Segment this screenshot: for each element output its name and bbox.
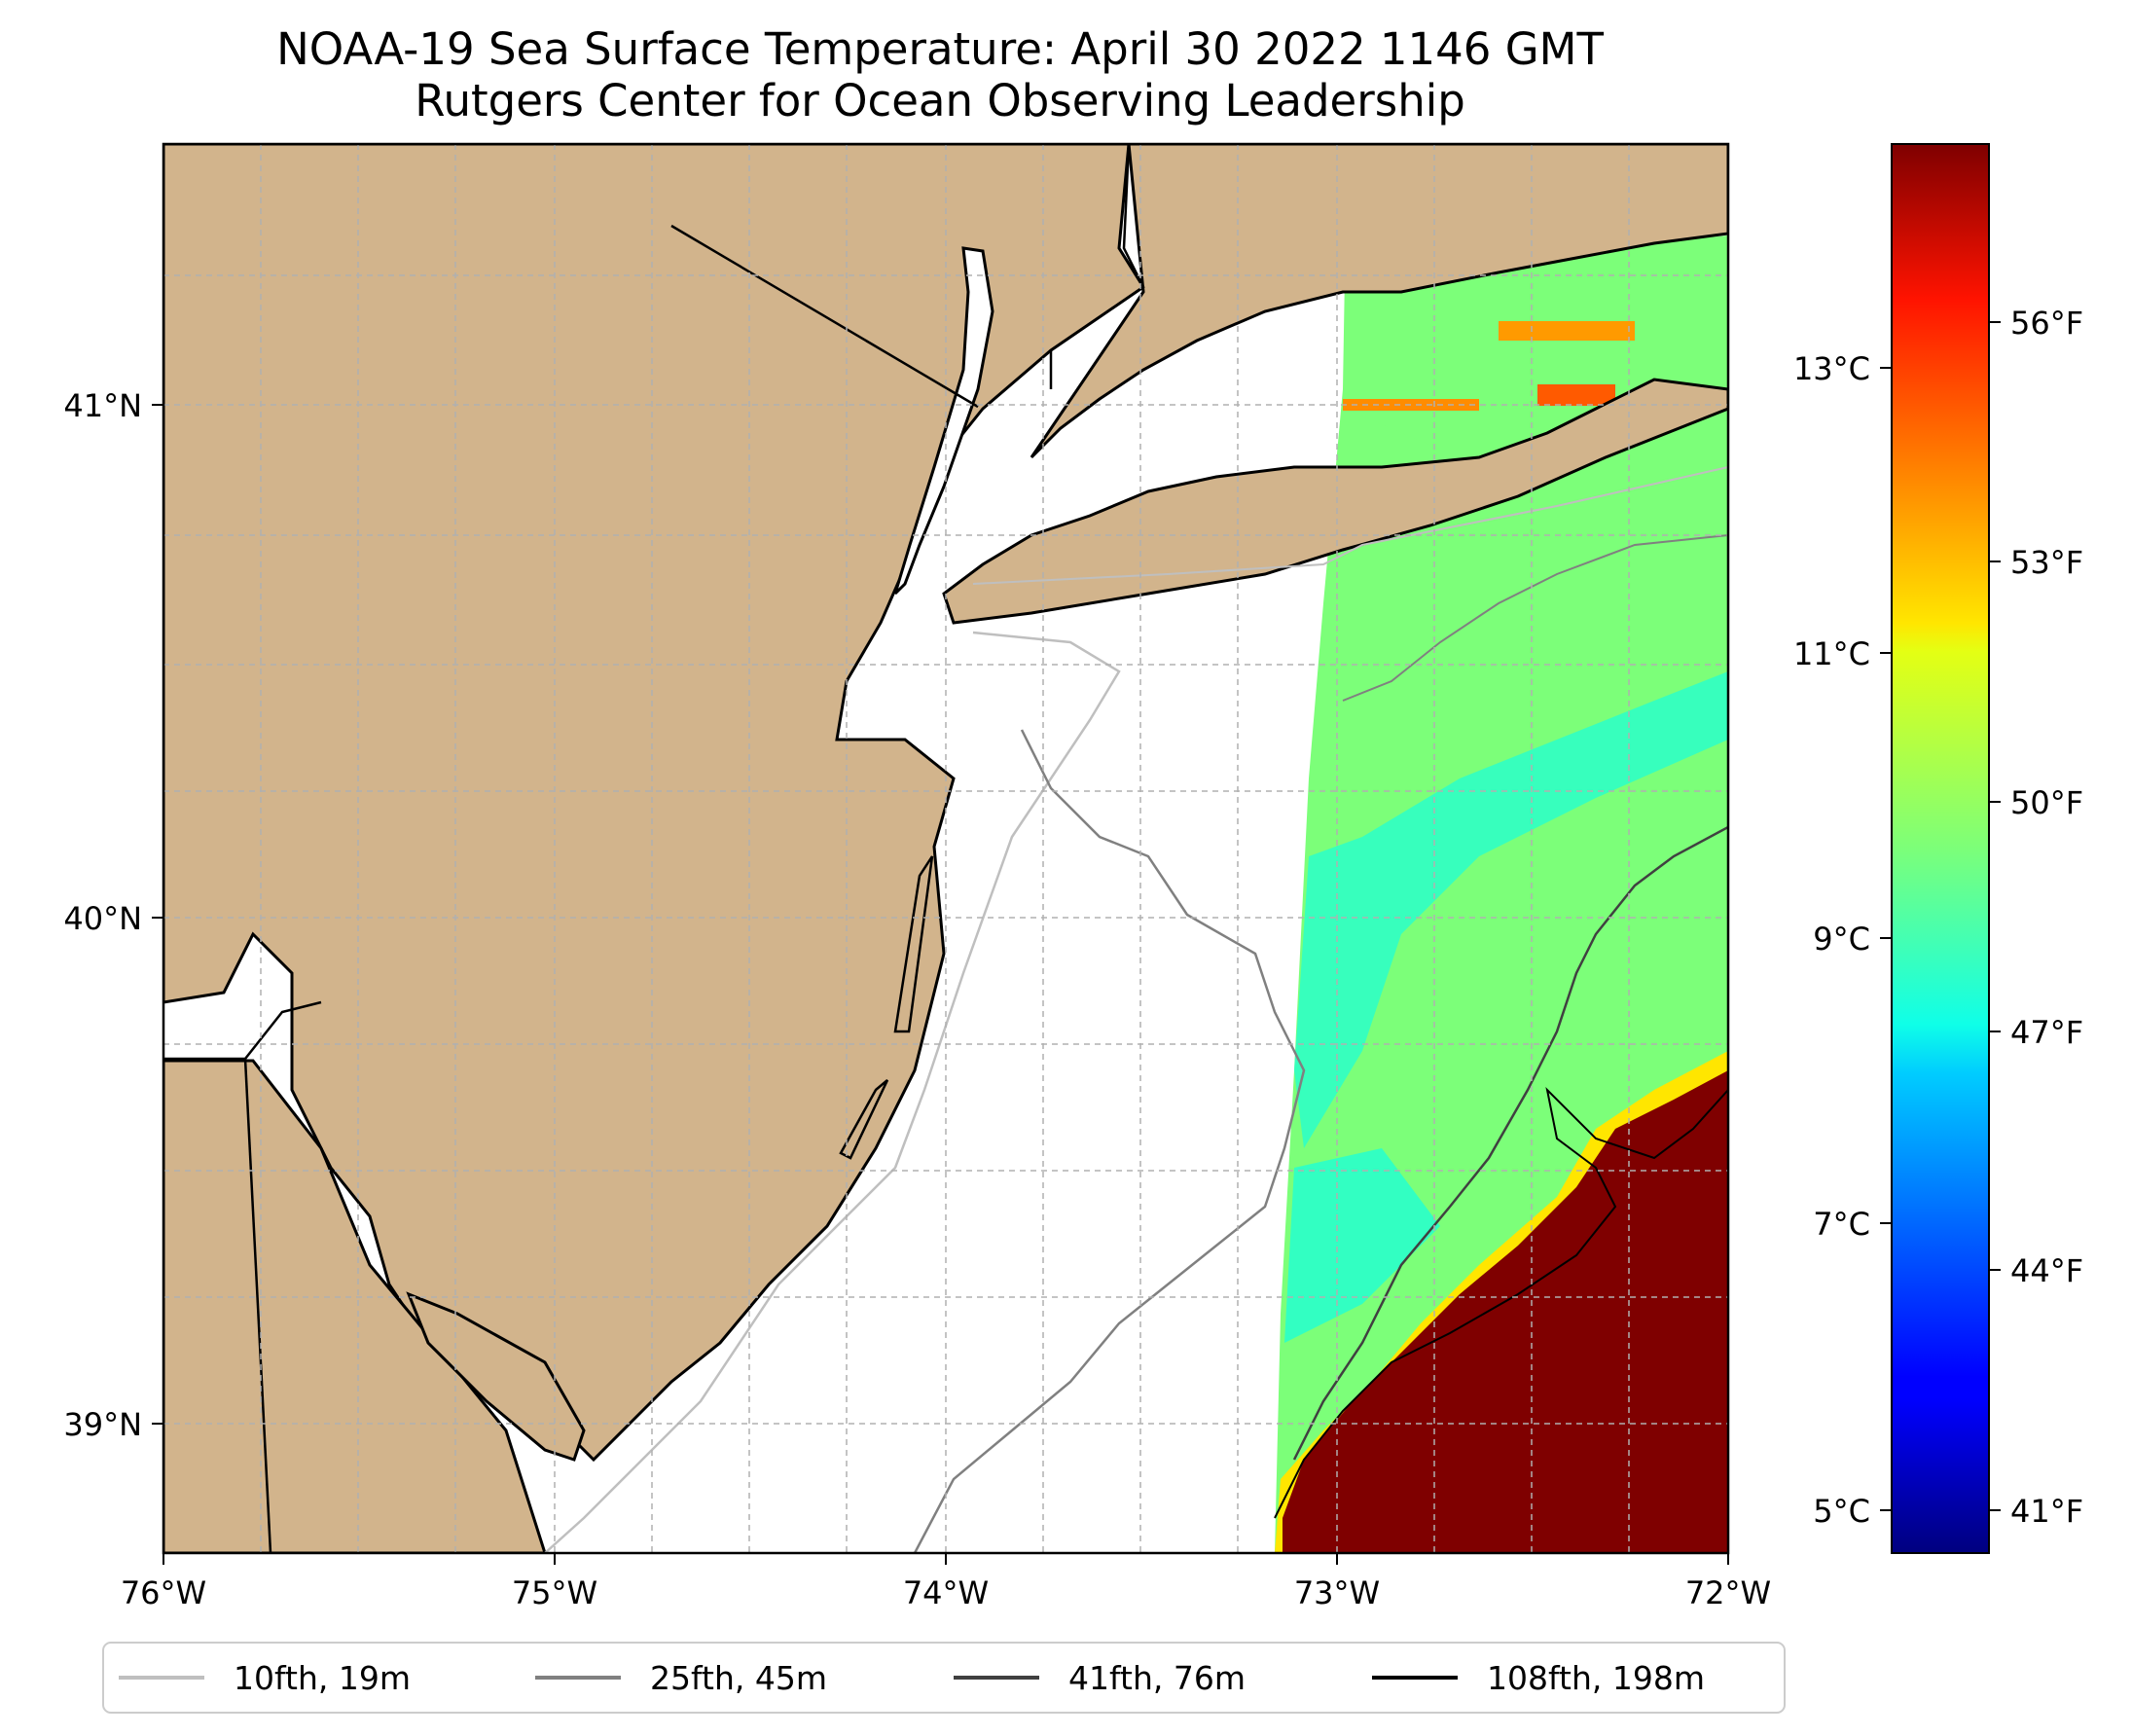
colorbar-celsius-label: 13°C bbox=[1793, 350, 1870, 387]
x-tick-label: 74°W bbox=[903, 1574, 989, 1611]
colorbar-celsius-label: 7°C bbox=[1813, 1206, 1870, 1243]
chart-subtitle: Rutgers Center for Ocean Observing Leade… bbox=[415, 75, 1465, 127]
state-border-ny-nj bbox=[670, 224, 979, 409]
colorbar bbox=[1891, 143, 1990, 1554]
legend-item: 108fth, 198m bbox=[1372, 1659, 1705, 1697]
sst-warm-patch-2 bbox=[1537, 384, 1615, 406]
colorbar-fahrenheit-label: 47°F bbox=[2010, 1014, 2083, 1051]
state-border-pa-de bbox=[163, 1000, 322, 1061]
gridlines bbox=[163, 144, 1728, 1553]
contour-10fth bbox=[972, 466, 1728, 585]
legend-item: 10fth, 19m bbox=[119, 1659, 411, 1697]
colorbar-fahrenheit-label: 41°F bbox=[2010, 1493, 2083, 1530]
x-tick-label: 73°W bbox=[1294, 1574, 1380, 1611]
legend: 10fth, 19m 25fth, 45m 41fth, 76m 108fth,… bbox=[102, 1642, 1786, 1714]
x-tick-label: 72°W bbox=[1685, 1574, 1771, 1611]
legend-label: 108fth, 198m bbox=[1487, 1659, 1705, 1697]
contour-108fth bbox=[1274, 1086, 1728, 1519]
barrier-island bbox=[893, 855, 934, 1033]
colorbar-fahrenheit-label: 50°F bbox=[2010, 784, 2083, 821]
colorbar-celsius-label: 5°C bbox=[1813, 1493, 1870, 1530]
state-border-de-md bbox=[243, 1058, 272, 1553]
barrier-island bbox=[839, 1079, 889, 1160]
x-tick-label: 76°W bbox=[121, 1574, 206, 1611]
legend-item: 41fth, 76m bbox=[954, 1659, 1246, 1697]
land-south-nj bbox=[406, 1291, 586, 1462]
y-tick-label: 39°N bbox=[63, 1406, 142, 1443]
legend-label: 10fth, 19m bbox=[234, 1659, 411, 1697]
sst-field-cyan-patch bbox=[1284, 1148, 1440, 1343]
contour-25fth bbox=[913, 729, 1306, 1553]
x-tick-label: 75°W bbox=[512, 1574, 597, 1611]
map-area bbox=[163, 144, 1728, 1553]
colorbar-fahrenheit-label: 53°F bbox=[2010, 544, 2083, 581]
sst-warm-patch-1 bbox=[1499, 321, 1635, 341]
chart-title: NOAA-19 Sea Surface Temperature: April 3… bbox=[276, 23, 1604, 75]
land-delaware bbox=[163, 1059, 547, 1553]
colorbar-celsius-label: 11°C bbox=[1793, 635, 1870, 672]
sst-field-slope-water bbox=[1283, 1070, 1728, 1553]
hudson-river bbox=[893, 246, 994, 596]
colorbar-celsius-label: 9°C bbox=[1813, 921, 1870, 958]
land-connecticut bbox=[1030, 144, 1728, 459]
colorbar-fahrenheit-label: 44°F bbox=[2010, 1252, 2083, 1289]
y-axis bbox=[152, 404, 163, 1425]
contour-10fth bbox=[544, 631, 1121, 1553]
legend-box bbox=[102, 1642, 1786, 1714]
legend-item: 25fth, 45m bbox=[535, 1659, 827, 1697]
colorbar-fahrenheit-ticks bbox=[1989, 321, 2001, 1511]
colorbar-fahrenheit-label: 56°F bbox=[2010, 305, 2083, 342]
y-tick-label: 41°N bbox=[63, 387, 142, 424]
state-border-ny-ct bbox=[1049, 144, 1145, 389]
contour-25fth bbox=[1342, 534, 1728, 702]
legend-label: 41fth, 76m bbox=[1068, 1659, 1246, 1697]
y-tick-label: 40°N bbox=[63, 900, 142, 937]
contour-41fth bbox=[1292, 825, 1728, 1461]
legend-label: 25fth, 45m bbox=[650, 1659, 827, 1697]
sst-field-cool-band bbox=[1294, 671, 1728, 1148]
x-axis bbox=[163, 1553, 1729, 1565]
colorbar-celsius-ticks bbox=[1880, 367, 1892, 1511]
